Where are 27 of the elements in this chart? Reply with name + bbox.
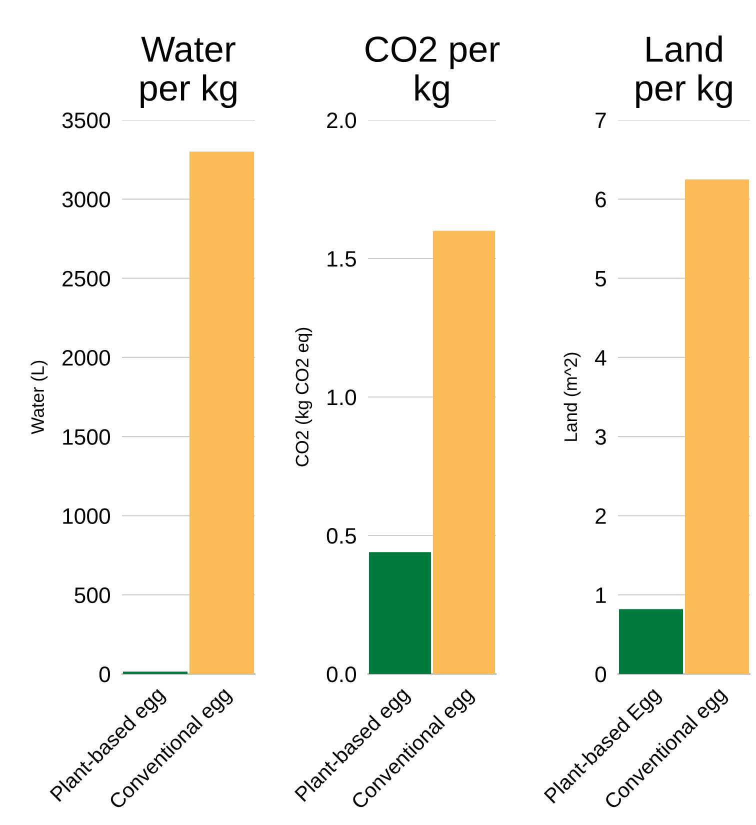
y-tick-label: 2 xyxy=(596,508,606,524)
y-tick-label: 1000 xyxy=(63,508,110,524)
y-tick-label: 0.0 xyxy=(326,666,356,682)
y-tick-label: 4 xyxy=(595,350,606,366)
y-tick-label: 3000 xyxy=(62,192,110,208)
y-axis-title: Water (L) xyxy=(30,360,48,434)
y-tick-label: 2500 xyxy=(62,270,110,287)
y-axis-title: CO2 (kg CO2 eq) xyxy=(295,328,312,466)
y-tick-label: 1 xyxy=(596,588,606,603)
chart-title: Land per kg xyxy=(636,35,732,108)
y-axis-title: Land (m^2) xyxy=(564,352,581,441)
y-tick-label: 0.5 xyxy=(326,528,356,544)
y-tick-label: 1500 xyxy=(63,429,110,445)
y-tick-label: 3500 xyxy=(62,112,110,128)
y-tick-label: 1.0 xyxy=(328,390,356,406)
y-tick-label: 7 xyxy=(596,112,606,128)
y-tick-label: 2.0 xyxy=(327,112,356,128)
y-tick-label: 5 xyxy=(595,271,606,287)
y-tick-label: 1.5 xyxy=(328,251,356,267)
y-tick-label: 0 xyxy=(99,666,110,682)
chart-title: CO2 per kg xyxy=(366,36,500,108)
chart-title: Water per kg xyxy=(140,36,236,108)
y-tick-label: 6 xyxy=(596,192,606,208)
y-tick-label: 500 xyxy=(74,587,110,604)
y-tick-label: 0 xyxy=(595,666,606,682)
y-tick-label: 3 xyxy=(595,429,606,445)
y-tick-label: 2000 xyxy=(62,350,110,366)
